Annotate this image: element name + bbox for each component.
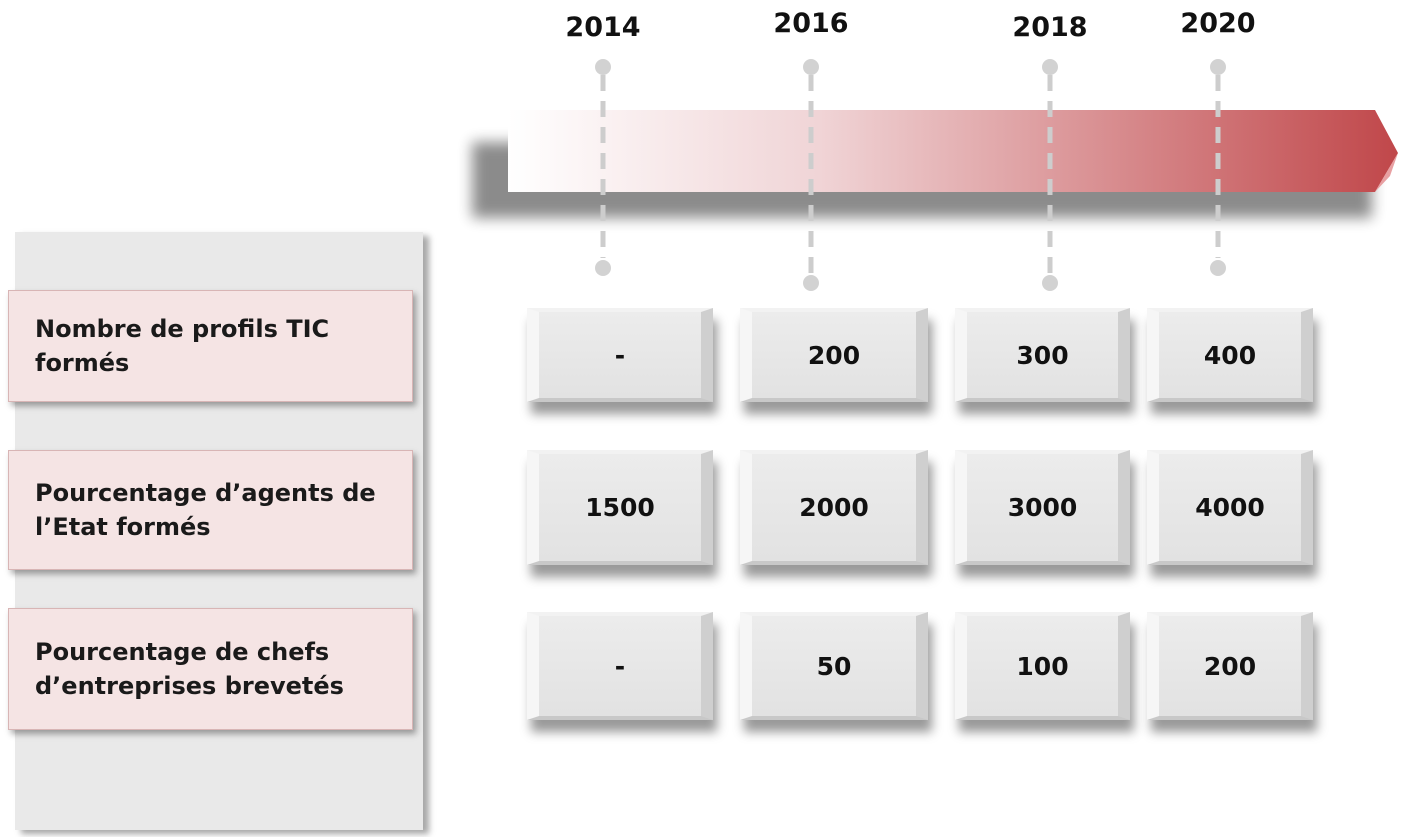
value-cell: 2000: [740, 450, 928, 565]
pin-foot: [1042, 275, 1058, 291]
pin-head: [595, 59, 611, 75]
value-cell: 400: [1147, 308, 1313, 402]
value-cell: 1500: [527, 450, 713, 565]
value-cell: 200: [1147, 612, 1313, 720]
year-label: 2018: [1012, 12, 1088, 43]
pin-foot: [803, 275, 819, 291]
row-label: Pourcentage d’agents de l’Etat formés: [8, 450, 413, 570]
pin-foot: [595, 260, 611, 276]
value-cell: 3000: [955, 450, 1130, 565]
year-label: 2016: [773, 8, 849, 39]
pin-head: [803, 59, 819, 75]
pin-head: [1210, 59, 1226, 75]
value-cell: 300: [955, 308, 1130, 402]
value-cell: 4000: [1147, 450, 1313, 565]
value-cell: 100: [955, 612, 1130, 720]
value-cell: -: [527, 612, 713, 720]
pin-head: [1042, 59, 1058, 75]
value-cell: -: [527, 308, 713, 402]
row-label: Pourcentage de chefs d’entreprises breve…: [8, 608, 413, 730]
value-cell: 50: [740, 612, 928, 720]
row-label: Nombre de profils TIC formés: [8, 290, 413, 402]
value-cell: 200: [740, 308, 928, 402]
pin-foot: [1210, 260, 1226, 276]
year-label: 2020: [1180, 8, 1256, 39]
year-label: 2014: [565, 12, 641, 43]
